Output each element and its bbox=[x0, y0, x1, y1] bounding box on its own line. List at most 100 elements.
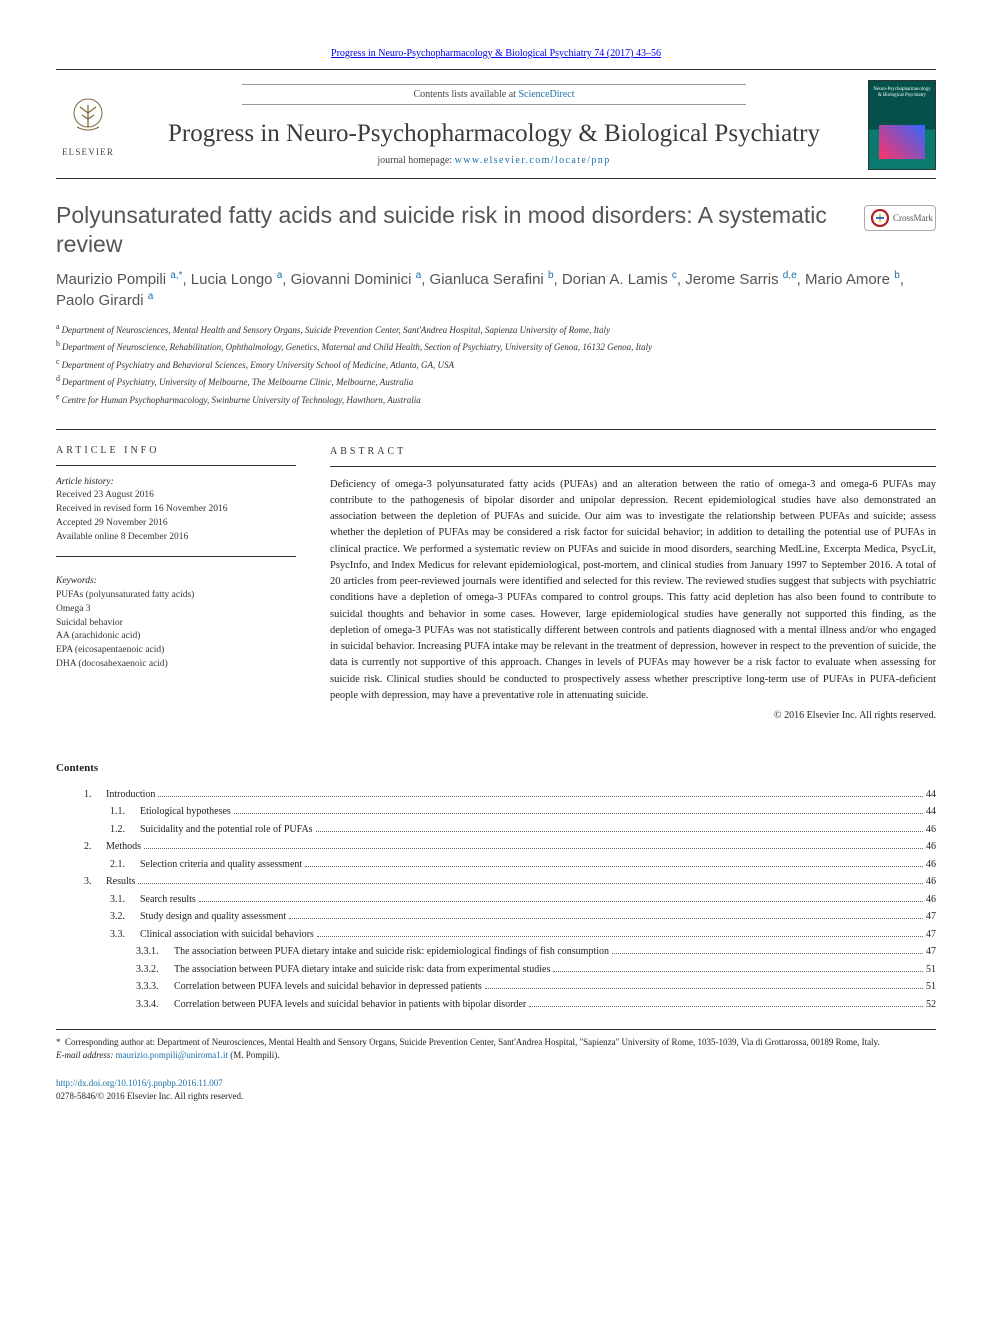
toc-row[interactable]: 1.1.Etiological hypotheses 44 bbox=[56, 803, 936, 821]
email-label: E-mail address: bbox=[56, 1050, 116, 1060]
toc-row[interactable]: 3.3.1.The association between PUFA dieta… bbox=[56, 943, 936, 961]
crossmark-badge[interactable]: CrossMark bbox=[864, 205, 936, 231]
history-line: Available online 8 December 2016 bbox=[56, 531, 296, 545]
author-name: , Lucia Longo bbox=[182, 271, 276, 288]
toc-row[interactable]: 1.2.Suicidality and the potential role o… bbox=[56, 821, 936, 839]
toc-leader-dots bbox=[234, 806, 923, 814]
affiliation-text: Department of Neuroscience, Rehabilitati… bbox=[62, 342, 652, 352]
keywords-heading: Keywords: bbox=[56, 575, 296, 589]
elsevier-tree-icon bbox=[63, 93, 113, 143]
toc-row[interactable]: 3.2.Study design and quality assessment … bbox=[56, 908, 936, 926]
author-name: , Gianluca Serafini bbox=[421, 271, 548, 288]
toc-number: 2. bbox=[84, 838, 102, 856]
toc-number: 3.1. bbox=[110, 891, 136, 909]
author-name: , Dorian A. Lamis bbox=[554, 271, 672, 288]
toc-number: 3.2. bbox=[110, 908, 136, 926]
page-footer: http://dx.doi.org/10.1016/j.pnpbp.2016.1… bbox=[56, 1077, 936, 1102]
toc-row[interactable]: 3.3.4.Correlation between PUFA levels an… bbox=[56, 996, 936, 1014]
toc-leader-dots bbox=[158, 789, 923, 797]
toc-leader-dots bbox=[144, 841, 923, 849]
title-block: Polyunsaturated fatty acids and suicide … bbox=[56, 201, 936, 259]
doi-link[interactable]: http://dx.doi.org/10.1016/j.pnpbp.2016.1… bbox=[56, 1078, 223, 1088]
toc-page: 51 bbox=[926, 961, 936, 979]
toc-row[interactable]: 3.3.2.The association between PUFA dieta… bbox=[56, 961, 936, 979]
contents-heading: Contents bbox=[56, 762, 936, 774]
toc-page: 46 bbox=[926, 838, 936, 856]
abstract-copyright: © 2016 Elsevier Inc. All rights reserved… bbox=[330, 708, 936, 724]
citation-header: Progress in Neuro-Psychopharmacology & B… bbox=[56, 48, 936, 59]
abstract-text: Deficiency of omega-3 polyunsaturated fa… bbox=[330, 477, 936, 705]
toc-label: Results bbox=[106, 873, 135, 891]
keyword-line: AA (arachidonic acid) bbox=[56, 630, 296, 644]
affiliation-row: cDepartment of Psychiatry and Behavioral… bbox=[56, 356, 936, 373]
cover-image-placeholder bbox=[879, 125, 925, 159]
toc-row[interactable]: 1.Introduction 44 bbox=[56, 786, 936, 804]
affiliation-list: aDepartment of Neurosciences, Mental Hea… bbox=[56, 321, 936, 408]
keyword-line: EPA (eicosapentaenoic acid) bbox=[56, 644, 296, 658]
article-info-col: article info Article history: Received 2… bbox=[56, 444, 296, 724]
affiliation-key: d bbox=[56, 374, 60, 383]
affiliation-row: bDepartment of Neuroscience, Rehabilitat… bbox=[56, 338, 936, 355]
toc-leader-dots bbox=[529, 999, 923, 1007]
toc-leader-dots bbox=[305, 859, 923, 867]
crossmark-label: CrossMark bbox=[893, 213, 933, 223]
toc-number: 2.1. bbox=[110, 856, 136, 874]
toc-leader-dots bbox=[138, 876, 923, 884]
contents-prefix: Contents lists available at bbox=[413, 89, 518, 100]
correspondence-marker: * bbox=[56, 1037, 61, 1047]
page-root: Progress in Neuro-Psychopharmacology & B… bbox=[0, 0, 992, 1143]
publisher-logo: ELSEVIER bbox=[56, 90, 120, 160]
toc-leader-dots bbox=[317, 929, 923, 937]
author-list: Maurizio Pompili a,*, Lucia Longo a, Gio… bbox=[56, 269, 936, 311]
toc-row[interactable]: 3.1.Search results 46 bbox=[56, 891, 936, 909]
homepage-prefix: journal homepage: bbox=[377, 155, 454, 166]
toc-row[interactable]: 2.Methods 46 bbox=[56, 838, 936, 856]
author-affil-sup: d,e bbox=[783, 270, 797, 281]
journal-cover-thumb: Neuro-Psychopharmacology & Biological Ps… bbox=[868, 80, 936, 170]
toc-label: Study design and quality assessment bbox=[140, 908, 286, 926]
affiliation-row: dDepartment of Psychiatry, University of… bbox=[56, 373, 936, 390]
toc-page: 52 bbox=[926, 996, 936, 1014]
toc-row[interactable]: 3.Results 46 bbox=[56, 873, 936, 891]
abstract-col: abstract Deficiency of omega-3 polyunsat… bbox=[330, 444, 936, 724]
citation-link[interactable]: Progress in Neuro-Psychopharmacology & B… bbox=[331, 48, 661, 59]
toc-page: 47 bbox=[926, 926, 936, 944]
correspondence-footnote: * Corresponding author at: Department of… bbox=[56, 1029, 936, 1061]
keyword-lines: PUFAs (polyunsaturated fatty acids)Omega… bbox=[56, 589, 296, 672]
toc-leader-dots bbox=[199, 894, 923, 902]
affiliation-key: c bbox=[56, 357, 60, 366]
toc-row[interactable]: 3.3.Clinical association with suicidal b… bbox=[56, 926, 936, 944]
author-name: Maurizio Pompili bbox=[56, 271, 170, 288]
author-affil-sup: a,* bbox=[170, 270, 182, 281]
toc-label: Introduction bbox=[106, 786, 155, 804]
toc-row[interactable]: 3.3.3.Correlation between PUFA levels an… bbox=[56, 978, 936, 996]
keyword-line: Omega 3 bbox=[56, 603, 296, 617]
correspondence-email-link[interactable]: maurizio.pompili@uniroma1.it bbox=[116, 1050, 228, 1060]
affiliation-key: e bbox=[56, 392, 60, 401]
toc-label: Suicidality and the potential role of PU… bbox=[140, 821, 313, 839]
correspondence-body: Corresponding author at: Department of N… bbox=[65, 1037, 880, 1047]
toc-leader-dots bbox=[485, 981, 923, 989]
author-name: , Giovanni Dominici bbox=[282, 271, 415, 288]
toc-label: Search results bbox=[140, 891, 196, 909]
keyword-line: DHA (docosahexaenoic acid) bbox=[56, 658, 296, 672]
toc-page: 46 bbox=[926, 891, 936, 909]
masthead: ELSEVIER Contents lists available at Sci… bbox=[56, 70, 936, 178]
toc-label: The association between PUFA dietary int… bbox=[174, 943, 609, 961]
toc-page: 47 bbox=[926, 908, 936, 926]
toc-page: 44 bbox=[926, 786, 936, 804]
affiliation-row: eCentre for Human Psychopharmacology, Sw… bbox=[56, 391, 936, 408]
toc-leader-dots bbox=[289, 911, 923, 919]
toc-number: 1.1. bbox=[110, 803, 136, 821]
history-line: Received 23 August 2016 bbox=[56, 489, 296, 503]
toc-row[interactable]: 2.1.Selection criteria and quality asses… bbox=[56, 856, 936, 874]
affiliation-text: Department of Psychiatry, University of … bbox=[62, 377, 413, 387]
homepage-link[interactable]: www.elsevier.com/locate/pnp bbox=[455, 155, 611, 166]
toc-number: 1.2. bbox=[110, 821, 136, 839]
keywords-block: Keywords: PUFAs (polyunsaturated fatty a… bbox=[56, 556, 296, 671]
toc-label: Correlation between PUFA levels and suic… bbox=[174, 996, 526, 1014]
toc-number: 3.3. bbox=[110, 926, 136, 944]
affiliation-text: Department of Psychiatry and Behavioral … bbox=[62, 360, 455, 370]
article-info-heading: article info bbox=[56, 444, 296, 466]
sciencedirect-link[interactable]: ScienceDirect bbox=[518, 89, 574, 100]
